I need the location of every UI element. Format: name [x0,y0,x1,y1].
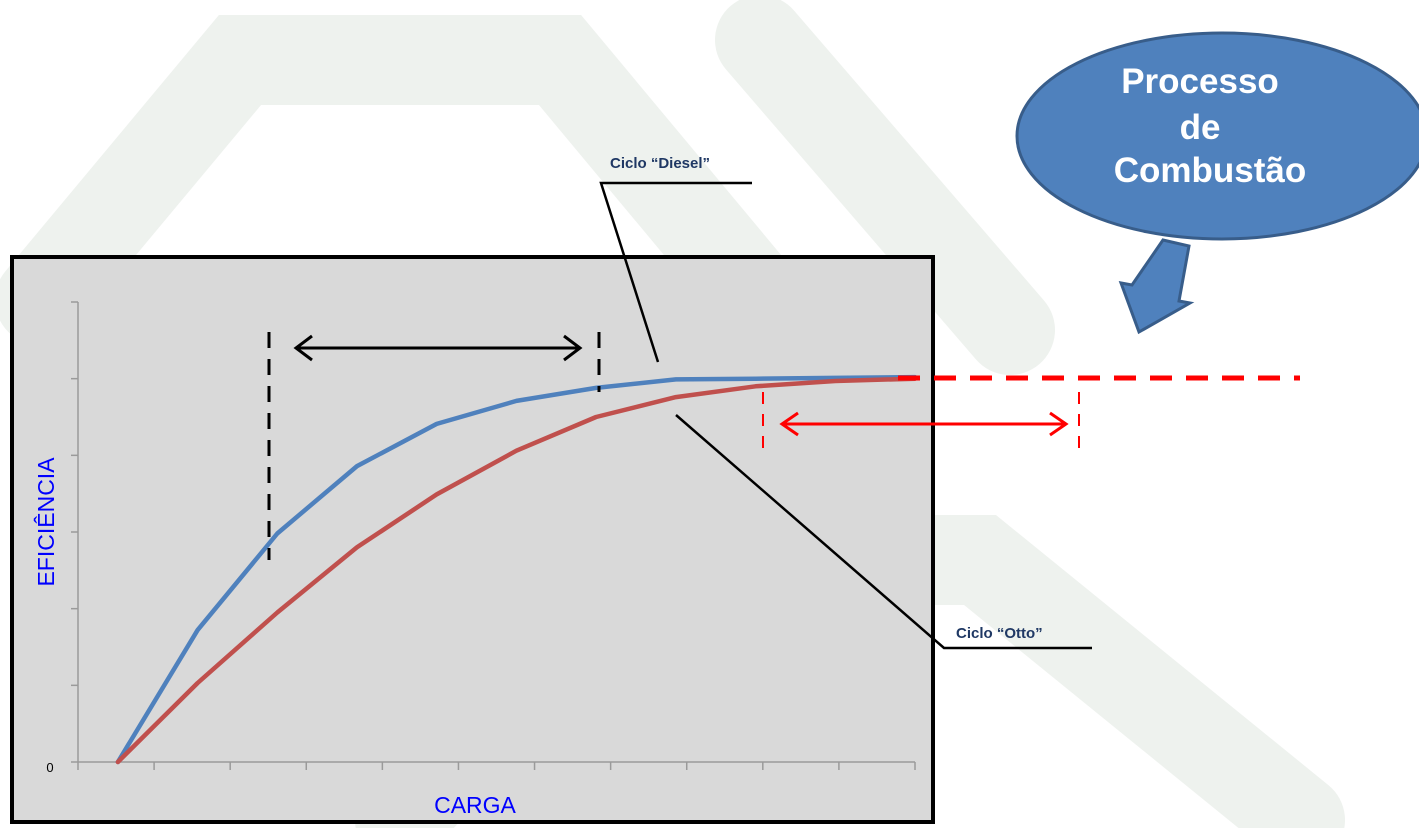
bubble-line-1: Processo [1121,62,1279,101]
diesel-callout: Ciclo “Diesel” [599,155,752,363]
y-axis-title: EFICIÊNCIA [33,457,59,587]
bubble-line-3: Combustão [1114,151,1307,190]
chart-series [115,374,918,765]
tick-labels: 0 [46,760,53,775]
series-line-diesel [115,374,918,765]
down-arrow-icon [1118,238,1195,335]
chart-frame [10,255,935,824]
combustion-process-bubble: Processo de Combustão [1015,31,1419,241]
diesel-callout-leader [599,181,752,363]
otto-callout-label: Ciclo “Otto” [956,625,1043,642]
otto-range-arrowhead-left [779,411,799,437]
otto-range-marker [762,375,1300,452]
diesel-range-marker [267,332,601,560]
otto-callout-leader [675,414,1092,650]
x-axis-title: CARGA [434,792,516,818]
chart-axes [71,301,916,770]
diesel-callout-label: Ciclo “Diesel” [610,155,710,172]
bubble-shape [1015,31,1419,241]
bubble-line-2: de [1180,108,1221,147]
otto-range-arrowhead-right [1049,411,1069,437]
series-line-otto [115,376,918,765]
y-tick-label: 0 [46,760,53,775]
diesel-range-arrowhead-left [293,334,313,362]
otto-callout: Ciclo “Otto” [675,414,1092,650]
diesel-range-arrowhead-right [563,334,583,362]
